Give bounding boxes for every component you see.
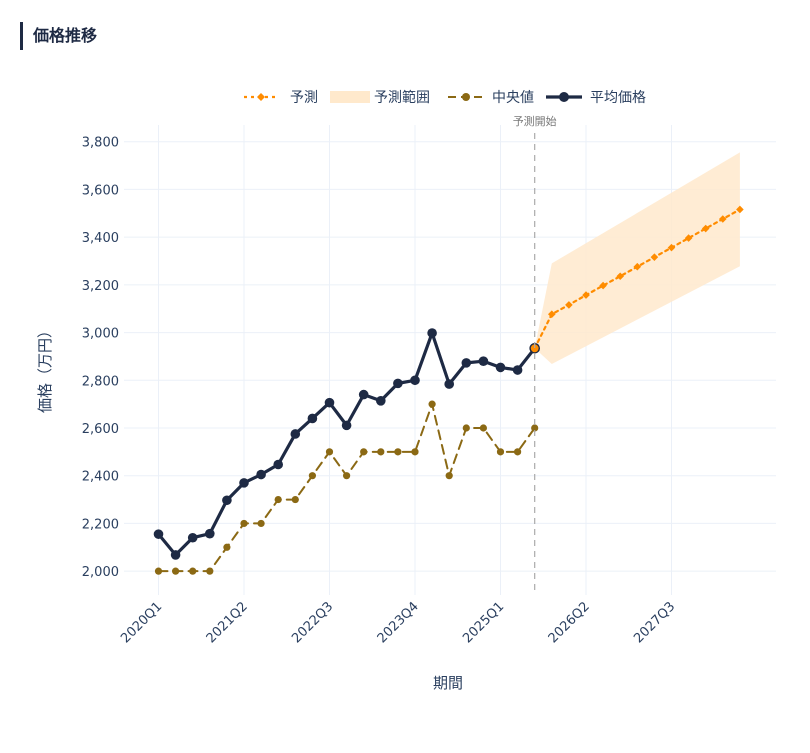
point-中央値 bbox=[308, 472, 316, 480]
y-tick-label: 2,800 bbox=[82, 374, 119, 389]
point-予測 bbox=[616, 272, 624, 281]
x-tick-label: 2022Q3 bbox=[289, 599, 336, 646]
point-平均価格 bbox=[461, 358, 472, 368]
point-予測 bbox=[736, 205, 744, 214]
point-中央値 bbox=[189, 567, 197, 575]
point-平均価格 bbox=[187, 532, 198, 543]
point-平均価格 bbox=[478, 356, 489, 366]
point-中央値 bbox=[411, 448, 419, 456]
point-平均価格 bbox=[290, 429, 301, 439]
point-中央値 bbox=[291, 495, 299, 504]
point-平均価格 bbox=[358, 389, 369, 400]
point-中央値 bbox=[172, 567, 180, 575]
point-中央値 bbox=[325, 448, 334, 456]
point-平均価格 bbox=[222, 495, 232, 506]
y-axis-ticks: 2,000 2,200 2,400 2,600 2,800 3,000 3,200 3,400… bbox=[82, 136, 119, 580]
point-中央値 bbox=[428, 400, 436, 408]
point-平均価格 bbox=[495, 362, 506, 373]
point-中央値 bbox=[531, 424, 539, 432]
x-tick-label: 2026Q2 bbox=[546, 599, 593, 646]
x-tick-label: 2021Q2 bbox=[204, 599, 251, 646]
point-平均価格 bbox=[153, 529, 164, 539]
point-平均価格 bbox=[256, 469, 266, 480]
legend: 予測 予測範囲 中央値 平均価格 bbox=[244, 89, 646, 106]
point-中央値 bbox=[154, 567, 163, 575]
y-tick-label: 2,200 bbox=[82, 517, 119, 532]
point-平均価格 bbox=[341, 420, 352, 431]
point-中央値 bbox=[360, 448, 368, 456]
y-tick-label: 2,000 bbox=[82, 565, 119, 580]
point-平均価格 bbox=[324, 397, 335, 408]
legend-swatch-band bbox=[330, 91, 370, 103]
x-tick-label: 2027Q3 bbox=[631, 599, 678, 646]
point-平均価格 bbox=[410, 375, 420, 386]
legend-item: 予測 bbox=[244, 90, 318, 106]
point-中央値 bbox=[479, 424, 487, 432]
forecast-start-annotation: 予測開始 bbox=[513, 114, 557, 595]
legend-item: 予測範囲 bbox=[330, 89, 430, 106]
legend-label: 平均価格 bbox=[590, 90, 646, 106]
y-tick-label: 3,400 bbox=[82, 231, 119, 246]
point-予測 bbox=[701, 224, 710, 233]
forecast-band-area bbox=[534, 152, 740, 365]
point-中央値 bbox=[240, 519, 248, 528]
point-中央値 bbox=[274, 495, 282, 504]
point-中央値 bbox=[206, 567, 214, 575]
point-予測 bbox=[719, 215, 727, 223]
legend-swatch-marker bbox=[257, 93, 265, 101]
legend-label: 予測 bbox=[290, 90, 318, 106]
point-中央値 bbox=[257, 519, 265, 528]
x-axis-title: 期間 bbox=[433, 674, 463, 692]
legend-item: 平均価格 bbox=[546, 90, 646, 106]
point-中央値 bbox=[445, 472, 453, 480]
point-中央値 bbox=[514, 448, 522, 456]
legend-label: 中央値 bbox=[492, 90, 534, 106]
point-中央値 bbox=[377, 448, 385, 456]
legend-label: 予測範囲 bbox=[374, 89, 430, 106]
point-平均価格 bbox=[307, 413, 318, 424]
point-平均価格 bbox=[393, 378, 403, 389]
x-tick-label: 2025Q1 bbox=[460, 599, 507, 646]
legend-swatch-marker bbox=[462, 93, 470, 101]
point-平均価格 bbox=[444, 379, 455, 389]
point-予測 bbox=[633, 262, 642, 271]
point-予測 bbox=[565, 301, 573, 309]
forecast-start-label: 予測開始 bbox=[513, 114, 557, 128]
x-axis-ticks: 2020Q1 2021Q2 2022Q3 2023Q4 2025Q1 2026Q2 2027… bbox=[118, 599, 678, 646]
point-平均価格 bbox=[205, 528, 215, 539]
point-平均価格 bbox=[427, 328, 437, 338]
point-予測 bbox=[667, 243, 676, 252]
point-中央値 bbox=[394, 448, 402, 456]
point-平均価格 bbox=[239, 478, 249, 488]
y-tick-label: 3,000 bbox=[82, 327, 119, 342]
y-tick-label: 3,800 bbox=[82, 136, 119, 151]
y-tick-label: 2,600 bbox=[82, 422, 119, 437]
y-axis-title: 価格（万円） bbox=[36, 323, 54, 413]
point-中央値 bbox=[223, 543, 231, 551]
legend-swatch-marker bbox=[559, 92, 569, 102]
panel-title: 価格推移 bbox=[20, 22, 97, 50]
point-予測 bbox=[650, 253, 659, 261]
point-予測 bbox=[684, 234, 693, 242]
x-tick-label: 2023Q4 bbox=[375, 599, 422, 646]
point-中央値 bbox=[343, 472, 351, 480]
point-平均価格 bbox=[376, 395, 386, 406]
legend-item: 中央値 bbox=[448, 90, 534, 106]
series-line-平均価格 bbox=[156, 331, 537, 557]
y-tick-label: 3,600 bbox=[82, 183, 119, 198]
point-中央値 bbox=[462, 424, 470, 432]
point-平均価格 bbox=[273, 459, 284, 470]
point-平均価格 bbox=[512, 365, 523, 375]
forecast-band bbox=[534, 152, 740, 365]
x-tick-label: 2020Q1 bbox=[118, 599, 165, 646]
point-中央値 bbox=[496, 448, 505, 456]
point-予測 bbox=[599, 281, 607, 290]
point-平均価格 bbox=[170, 550, 181, 560]
series-markers bbox=[153, 205, 744, 575]
point-予測 bbox=[548, 310, 556, 318]
y-tick-label: 3,200 bbox=[82, 279, 119, 294]
point-予測 bbox=[582, 291, 590, 299]
y-tick-label: 2,400 bbox=[82, 470, 119, 485]
